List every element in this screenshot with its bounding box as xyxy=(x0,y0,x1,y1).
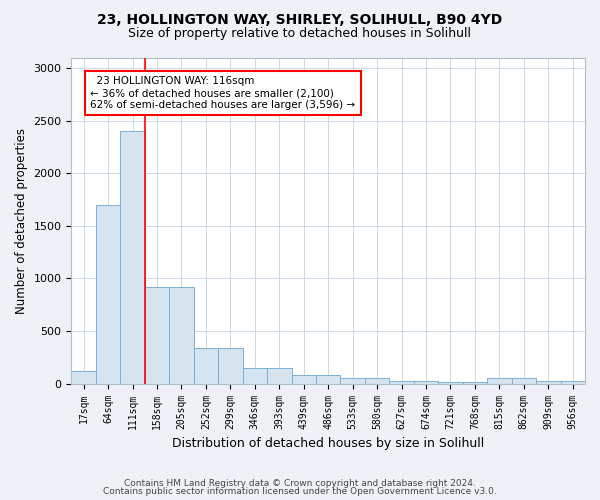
Bar xyxy=(560,380,585,384)
Bar xyxy=(512,378,536,384)
Bar xyxy=(267,368,292,384)
Bar xyxy=(169,287,194,384)
Bar xyxy=(487,378,512,384)
Text: Size of property relative to detached houses in Solihull: Size of property relative to detached ho… xyxy=(128,28,472,40)
Bar xyxy=(292,376,316,384)
Bar xyxy=(389,380,414,384)
Bar xyxy=(340,378,365,384)
Y-axis label: Number of detached properties: Number of detached properties xyxy=(15,128,28,314)
Bar xyxy=(96,205,121,384)
Bar xyxy=(145,287,169,384)
Bar xyxy=(536,380,560,384)
Bar xyxy=(365,378,389,384)
Bar xyxy=(121,131,145,384)
Bar xyxy=(438,382,463,384)
Bar xyxy=(414,380,438,384)
Bar xyxy=(218,348,242,384)
Bar xyxy=(242,368,267,384)
Text: Contains HM Land Registry data © Crown copyright and database right 2024.: Contains HM Land Registry data © Crown c… xyxy=(124,478,476,488)
Bar xyxy=(71,371,96,384)
Bar xyxy=(194,348,218,384)
X-axis label: Distribution of detached houses by size in Solihull: Distribution of detached houses by size … xyxy=(172,437,484,450)
Text: 23, HOLLINGTON WAY, SHIRLEY, SOLIHULL, B90 4YD: 23, HOLLINGTON WAY, SHIRLEY, SOLIHULL, B… xyxy=(97,12,503,26)
Text: Contains public sector information licensed under the Open Government Licence v3: Contains public sector information licen… xyxy=(103,487,497,496)
Text: 23 HOLLINGTON WAY: 116sqm
← 36% of detached houses are smaller (2,100)
62% of se: 23 HOLLINGTON WAY: 116sqm ← 36% of detac… xyxy=(91,76,356,110)
Bar xyxy=(316,376,340,384)
Bar xyxy=(463,382,487,384)
